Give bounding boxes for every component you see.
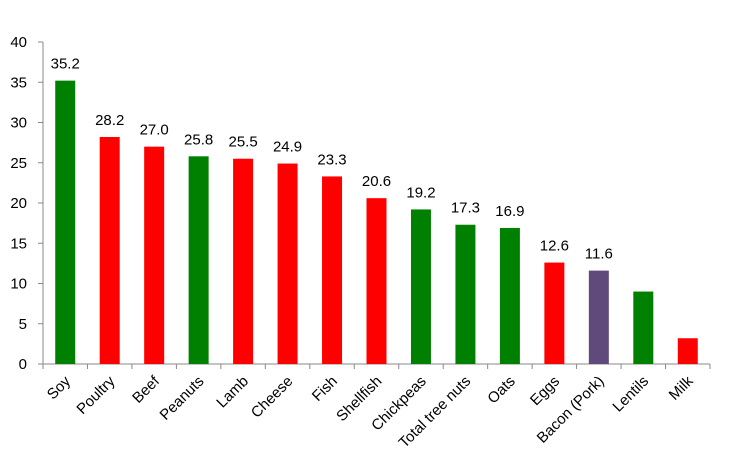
bar (99, 136, 120, 364)
x-category-label: Lentils (609, 373, 652, 416)
bar (277, 163, 298, 364)
x-category-label: Lamb (213, 373, 252, 412)
x-category-label: Peanuts (157, 373, 208, 424)
y-tick-label: 5 (19, 316, 27, 333)
x-category-label: Poultry (73, 372, 118, 417)
data-label: 17.3 (451, 200, 480, 217)
bar (410, 209, 431, 364)
data-label: 12.6 (540, 238, 569, 255)
data-label: 35.2 (51, 56, 80, 73)
y-tick-label: 35 (10, 74, 27, 91)
bar (366, 198, 387, 364)
y-tick-label: 15 (10, 235, 27, 252)
y-tick-label: 20 (10, 195, 27, 212)
y-tick-label: 10 (10, 276, 27, 293)
data-label: 25.8 (184, 131, 213, 148)
bar (633, 291, 654, 364)
x-category-label: Milk (666, 372, 697, 403)
bar (188, 156, 209, 364)
data-label: 25.5 (228, 134, 257, 151)
x-category-label: Beef (129, 372, 163, 406)
y-tick-label: 30 (10, 115, 27, 132)
data-label: 20.6 (362, 173, 391, 190)
bar (144, 146, 165, 364)
data-label: 28.2 (95, 112, 124, 129)
data-label: 24.9 (273, 139, 302, 156)
bar (499, 227, 520, 364)
data-label: 11.6 (585, 246, 613, 263)
data-label: 23.3 (317, 151, 346, 168)
bar (588, 270, 609, 364)
y-tick-label: 25 (10, 155, 27, 172)
bar (322, 176, 343, 364)
data-label: 27.0 (140, 122, 169, 139)
bar (233, 158, 254, 364)
y-tick-label: 0 (19, 356, 27, 373)
bar (55, 80, 76, 364)
x-category-label: Soy (44, 372, 75, 403)
x-category-label: Fish (309, 373, 341, 405)
bar (455, 224, 476, 364)
bar (677, 338, 698, 364)
y-tick-label: 40 (10, 34, 27, 51)
x-category-label: Cheese (248, 373, 297, 422)
x-category-label: Eggs (527, 373, 563, 409)
x-category-label: Oats (484, 373, 518, 407)
data-label: 19.2 (406, 184, 435, 201)
data-label: 16.9 (495, 203, 524, 220)
bar (544, 262, 565, 364)
